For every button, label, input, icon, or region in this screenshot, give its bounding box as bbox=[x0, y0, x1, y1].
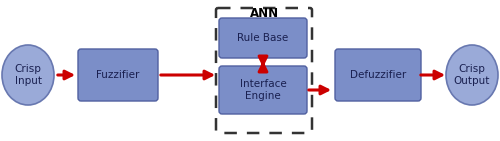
FancyBboxPatch shape bbox=[219, 66, 307, 114]
Text: Interface
Engine: Interface Engine bbox=[240, 79, 286, 101]
FancyBboxPatch shape bbox=[78, 49, 158, 101]
Text: Crisp
Input: Crisp Input bbox=[14, 64, 42, 86]
Ellipse shape bbox=[446, 45, 498, 105]
Ellipse shape bbox=[2, 45, 54, 105]
FancyBboxPatch shape bbox=[219, 18, 307, 58]
Text: ANN: ANN bbox=[250, 7, 278, 20]
Text: Fuzzifier: Fuzzifier bbox=[96, 70, 140, 80]
Text: Defuzzifier: Defuzzifier bbox=[350, 70, 406, 80]
FancyBboxPatch shape bbox=[335, 49, 421, 101]
Text: Rule Base: Rule Base bbox=[238, 33, 288, 43]
Text: Crisp
Output: Crisp Output bbox=[454, 64, 490, 86]
